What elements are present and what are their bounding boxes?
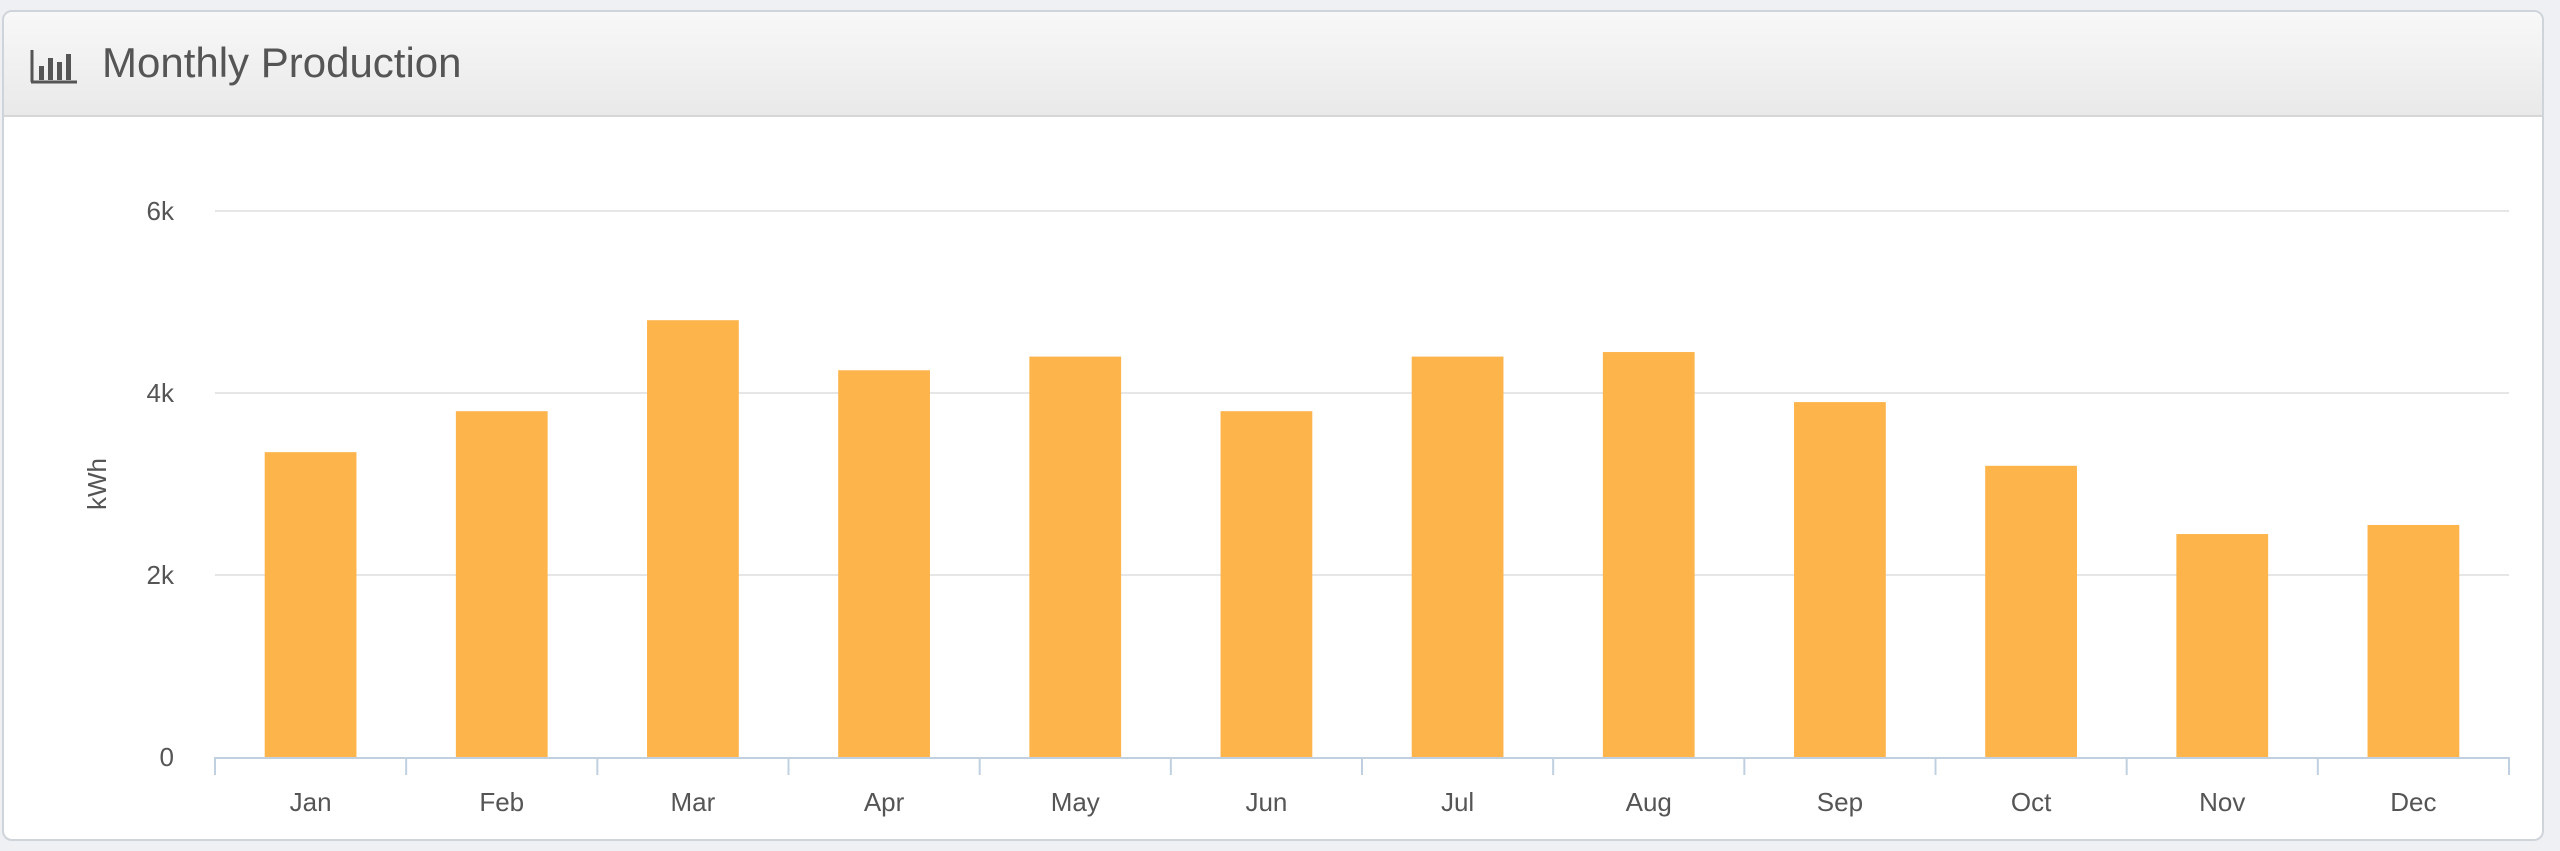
bar-feb[interactable] <box>455 411 548 757</box>
x-tick-label: Feb <box>479 787 524 817</box>
y-axis-ticks: 0 2k 4k 6k <box>147 196 175 772</box>
bar-jan[interactable] <box>264 452 357 757</box>
x-tick-label: Oct <box>2011 787 2052 817</box>
y-tick-label: 6k <box>147 196 175 226</box>
x-tick-label: Dec <box>2390 787 2436 817</box>
monthly-production-panel: Monthly Production 0 2k 4k 6k Jan Feb Mar Apr M… <box>2 10 2544 841</box>
x-axis <box>214 757 2510 775</box>
x-tick-label: Jun <box>1245 787 1287 817</box>
bar-aug[interactable] <box>1602 352 1695 757</box>
bar-sep[interactable] <box>1794 402 1886 757</box>
bar-chart-icon <box>30 50 77 84</box>
bar-jun[interactable] <box>1220 411 1313 757</box>
grid-lines <box>215 210 2509 576</box>
x-tick-label: Jan <box>290 787 332 817</box>
bar-dec[interactable] <box>2367 524 2460 757</box>
x-tick-label: Apr <box>864 787 905 817</box>
bar-may[interactable] <box>1029 356 1122 757</box>
x-tick-label: Jul <box>1441 787 1474 817</box>
y-tick-label: 0 <box>160 742 174 772</box>
bar-mar[interactable] <box>647 320 739 757</box>
y-tick-label: 4k <box>147 378 175 408</box>
bars <box>264 320 2460 757</box>
panel-header: Monthly Production <box>4 12 2542 117</box>
bar-oct[interactable] <box>1985 465 2077 757</box>
bar-apr[interactable] <box>838 370 930 757</box>
bar-jul[interactable] <box>1411 356 1504 757</box>
x-tick-label: Sep <box>1817 787 1863 817</box>
panel-title: Monthly Production <box>102 39 462 86</box>
x-axis-ticks: Jan Feb Mar Apr May Jun Jul Aug Sep Oct Nov Dec <box>290 787 2437 817</box>
bar-chart: 0 2k 4k 6k Jan Feb Mar Apr May Jun Jul Aug Sep Oct No… <box>82 196 2510 817</box>
y-tick-label: 2k <box>147 560 175 590</box>
x-tick-label: Aug <box>1626 787 1672 817</box>
x-tick-label: Nov <box>2199 787 2245 817</box>
y-axis-title: kWh <box>82 458 112 510</box>
x-tick-label: May <box>1051 787 1100 817</box>
bar-nov[interactable] <box>2176 534 2269 757</box>
x-tick-label: Mar <box>671 787 716 817</box>
